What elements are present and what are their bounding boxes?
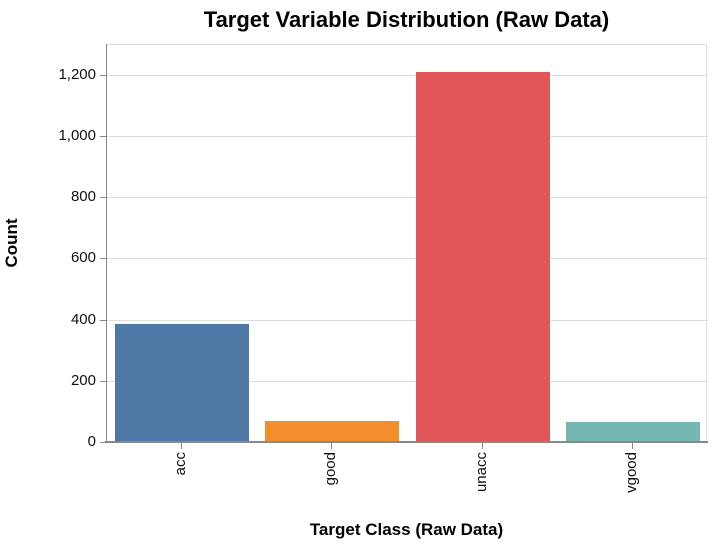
y-tick-label: 1,000 [58,126,96,144]
chart-title: Target Variable Distribution (Raw Data) [203,7,610,32]
y-tick-mark [100,258,106,259]
bar-good [265,420,400,442]
bar-unacc [415,71,550,442]
x-tick-label-vgood: vgood [622,452,640,493]
y-tick-label: 1,200 [58,65,96,83]
bar-vgood [565,422,700,442]
gridline-1200 [107,74,708,76]
y-tick-mark [100,136,106,137]
y-tick-mark [100,442,106,443]
y-axis-title: Count [2,218,21,268]
y-tick-mark [100,320,106,321]
gridline-800 [107,197,708,199]
y-tick-mark [100,197,106,198]
x-tick-mark [631,443,633,449]
x-tick-mark [331,443,333,449]
bar-acc [115,324,250,442]
x-axis-line [105,441,708,443]
y-axis-line [106,44,107,442]
gridline-1000 [107,135,708,137]
gridline-600 [107,258,708,260]
x-tick-label-acc: acc [172,452,190,476]
y-tick-label: 400 [70,310,96,328]
y-tick-label: 0 [87,433,96,450]
y-tick-mark [100,381,106,382]
x-axis-title: Target Class (Raw Data) [309,520,504,539]
x-tick-mark [481,443,483,449]
y-tick-mark [100,75,106,76]
y-tick-label: 800 [70,188,96,206]
gridline-400 [107,319,708,321]
gridline-200 [107,380,708,382]
x-tick-mark [181,443,183,449]
x-tick-label-good: good [322,452,340,486]
y-tick-label: 600 [70,249,96,267]
plot-area [106,44,708,442]
x-tick-label-unacc: unacc [472,452,490,493]
y-tick-label: 200 [70,371,96,389]
